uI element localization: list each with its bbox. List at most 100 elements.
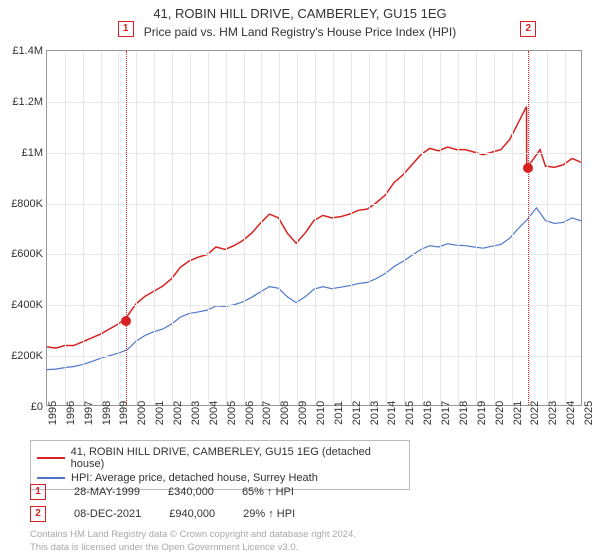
y-tick-label: £400K xyxy=(1,299,43,311)
x-gridline xyxy=(512,51,513,405)
x-tick-label: 2012 xyxy=(351,401,363,425)
sale-row-price: £340,000 xyxy=(168,486,214,498)
sale-row-price: £940,000 xyxy=(169,508,215,520)
y-tick-label: £200K xyxy=(1,350,43,362)
x-tick-label: 2006 xyxy=(244,401,256,425)
sale-marker-box: 2 xyxy=(520,21,536,37)
sale-vline xyxy=(126,51,127,405)
legend-item: 41, ROBIN HILL DRIVE, CAMBERLEY, GU15 1E… xyxy=(37,445,403,471)
legend-swatch xyxy=(37,457,65,459)
plot-area: £0£200K£400K£600K£800K£1M£1.2M£1.4M19951… xyxy=(46,50,582,406)
y-tick-label: £0 xyxy=(1,401,43,413)
x-gridline xyxy=(244,51,245,405)
x-tick-label: 2005 xyxy=(226,401,238,425)
x-gridline xyxy=(547,51,548,405)
x-tick-label: 2022 xyxy=(529,401,541,425)
sale-vline xyxy=(528,51,529,405)
x-tick-label: 2008 xyxy=(279,401,291,425)
x-tick-label: 2016 xyxy=(422,401,434,425)
x-tick-label: 2009 xyxy=(297,401,309,425)
x-gridline xyxy=(369,51,370,405)
series-line xyxy=(47,107,581,349)
x-tick-label: 1995 xyxy=(47,401,59,425)
x-tick-label: 2013 xyxy=(369,401,381,425)
sale-row-date: 08-DEC-2021 xyxy=(74,508,141,520)
x-gridline xyxy=(440,51,441,405)
sale-row-date: 28-MAY-1999 xyxy=(74,486,140,498)
sale-row: 128-MAY-1999£340,00065% ↑ HPI xyxy=(30,484,294,500)
x-gridline xyxy=(333,51,334,405)
x-gridline xyxy=(386,51,387,405)
y-gridline xyxy=(47,102,581,103)
x-tick-label: 1999 xyxy=(118,401,130,425)
sale-row-marker: 2 xyxy=(30,506,46,522)
y-gridline xyxy=(47,153,581,154)
series-line xyxy=(47,208,581,370)
x-tick-label: 2019 xyxy=(476,401,488,425)
x-tick-label: 2018 xyxy=(458,401,470,425)
x-tick-label: 2011 xyxy=(333,401,345,425)
x-tick-label: 2010 xyxy=(315,401,327,425)
y-tick-label: £1M xyxy=(1,147,43,159)
x-gridline xyxy=(208,51,209,405)
sale-row-diff: 65% ↑ HPI xyxy=(242,486,294,498)
y-gridline xyxy=(47,356,581,357)
x-tick-label: 1997 xyxy=(83,401,95,425)
y-gridline xyxy=(47,254,581,255)
x-gridline xyxy=(279,51,280,405)
x-tick-label: 2017 xyxy=(440,401,452,425)
sale-row-diff: 29% ↑ HPI xyxy=(243,508,295,520)
y-tick-label: £600K xyxy=(1,248,43,260)
x-tick-label: 1996 xyxy=(65,401,77,425)
x-gridline xyxy=(476,51,477,405)
legend-item: HPI: Average price, detached house, Surr… xyxy=(37,471,403,485)
x-gridline xyxy=(261,51,262,405)
x-gridline xyxy=(315,51,316,405)
x-gridline xyxy=(65,51,66,405)
x-gridline xyxy=(529,51,530,405)
x-tick-label: 2003 xyxy=(190,401,202,425)
x-gridline xyxy=(404,51,405,405)
x-gridline xyxy=(172,51,173,405)
x-tick-label: 2023 xyxy=(547,401,559,425)
y-tick-label: £1.2M xyxy=(1,96,43,108)
x-tick-label: 1998 xyxy=(101,401,113,425)
chart-subtitle: Price paid vs. HM Land Registry's House … xyxy=(0,23,600,39)
x-gridline xyxy=(565,51,566,405)
y-tick-label: £1.4M xyxy=(1,45,43,57)
x-tick-label: 2021 xyxy=(512,401,524,425)
x-tick-label: 2025 xyxy=(583,401,595,425)
x-tick-label: 2004 xyxy=(208,401,220,425)
line-series-svg xyxy=(47,51,581,405)
sale-point-dot xyxy=(121,316,131,326)
x-gridline xyxy=(190,51,191,405)
x-tick-label: 2020 xyxy=(494,401,506,425)
x-gridline xyxy=(351,51,352,405)
y-gridline xyxy=(47,305,581,306)
attribution-line1: Contains HM Land Registry data © Crown c… xyxy=(30,529,356,540)
x-tick-label: 2014 xyxy=(386,401,398,425)
sale-point-dot xyxy=(523,163,533,173)
x-gridline xyxy=(226,51,227,405)
x-tick-label: 2024 xyxy=(565,401,577,425)
x-gridline xyxy=(422,51,423,405)
x-tick-label: 2002 xyxy=(172,401,184,425)
legend: 41, ROBIN HILL DRIVE, CAMBERLEY, GU15 1E… xyxy=(30,440,410,490)
y-gridline xyxy=(47,204,581,205)
x-gridline xyxy=(154,51,155,405)
x-gridline xyxy=(83,51,84,405)
chart-title: 41, ROBIN HILL DRIVE, CAMBERLEY, GU15 1E… xyxy=(0,0,600,23)
chart-container: 41, ROBIN HILL DRIVE, CAMBERLEY, GU15 1E… xyxy=(0,0,600,560)
attribution: Contains HM Land Registry data © Crown c… xyxy=(30,529,356,554)
x-gridline xyxy=(494,51,495,405)
x-gridline xyxy=(118,51,119,405)
x-gridline xyxy=(458,51,459,405)
x-gridline xyxy=(101,51,102,405)
attribution-line2: This data is licensed under the Open Gov… xyxy=(30,542,298,553)
y-tick-label: £800K xyxy=(1,198,43,210)
sale-marker-box: 1 xyxy=(118,21,134,37)
x-tick-label: 2001 xyxy=(154,401,166,425)
legend-label: HPI: Average price, detached house, Surr… xyxy=(71,472,318,484)
x-tick-label: 2007 xyxy=(261,401,273,425)
x-gridline xyxy=(136,51,137,405)
